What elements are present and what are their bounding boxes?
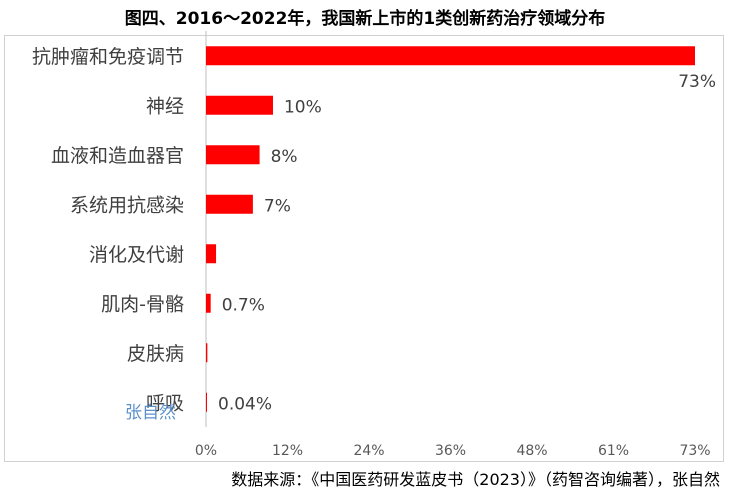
category-label: 皮肤病	[127, 343, 184, 365]
category-label: 消化及代谢	[89, 244, 184, 266]
x-tick-label: 36%	[435, 443, 466, 459]
x-tick-label: 12%	[272, 443, 303, 459]
x-tick-label: 73%	[679, 443, 710, 459]
data-label: 73%	[678, 72, 716, 92]
category-label: 肌肉-骨骼	[101, 293, 184, 315]
bar	[206, 244, 217, 264]
x-tick-label: 48%	[516, 443, 547, 459]
bar	[206, 145, 260, 165]
category-label: 血液和造血器官	[51, 145, 184, 167]
bar	[206, 46, 695, 66]
bar	[206, 343, 208, 363]
category-label: 呼吸	[146, 392, 184, 414]
bar	[206, 392, 207, 412]
chart-frame	[4, 35, 724, 462]
category-label: 神经	[146, 95, 184, 117]
data-label: 8%	[271, 147, 298, 167]
category-label: 系统用抗感染	[70, 194, 184, 216]
bar	[206, 194, 253, 214]
data-label: 7%	[264, 196, 291, 216]
chart-title: 图四、2016～2022年，我国新上市的1类创新药治疗领域分布	[124, 9, 606, 29]
category-label: 抗肿瘤和免疫调节	[32, 46, 184, 68]
data-label: 0.7%	[222, 295, 265, 315]
watermark: 张自然	[125, 403, 176, 423]
bar	[206, 95, 273, 115]
source-note: 数据来源：《中国医药研发蓝皮书（2023）》（药智咨询编著），张自然	[231, 470, 720, 489]
data-label: 0.04%	[218, 394, 272, 414]
x-tick-label: 0%	[195, 443, 217, 459]
bar	[206, 293, 211, 313]
x-tick-label: 24%	[353, 443, 384, 459]
data-label: 10%	[284, 97, 322, 117]
x-tick-label: 61%	[598, 443, 629, 459]
